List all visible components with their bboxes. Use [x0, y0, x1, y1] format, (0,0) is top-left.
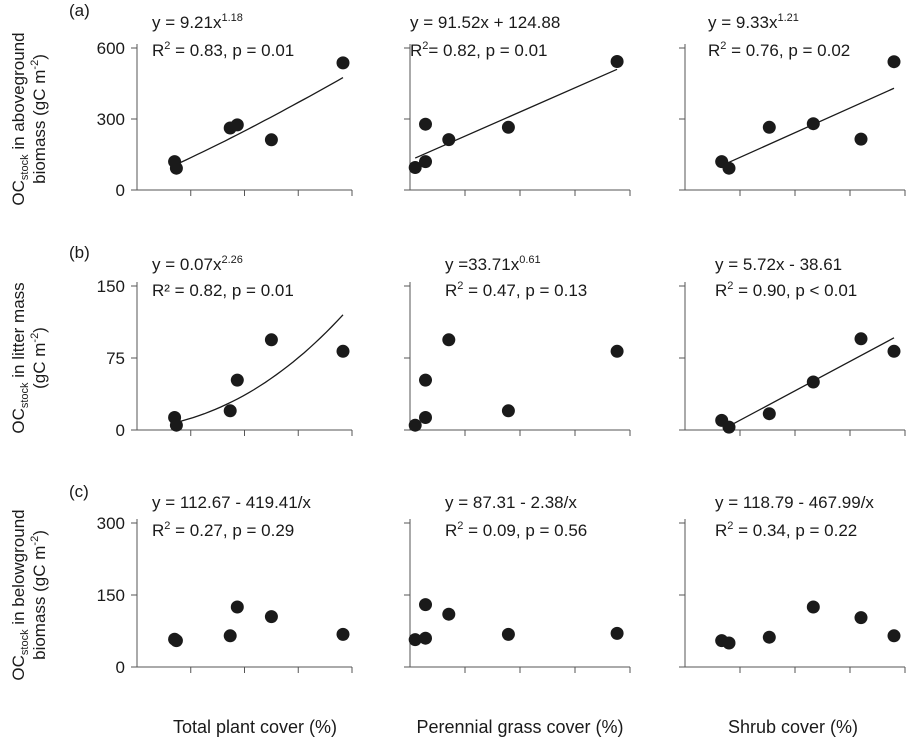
data-point — [887, 344, 901, 358]
data-point — [223, 629, 237, 643]
y-tick-label: 150 — [97, 277, 125, 296]
regression-stats: R² = 0.82, p = 0.01 — [152, 281, 294, 300]
regression-stats: R2 = 0.47, p = 0.13 — [445, 280, 587, 300]
data-point — [442, 607, 456, 621]
data-point — [419, 631, 432, 645]
data-point — [887, 55, 901, 69]
regression-stats: R2 = 0.76, p = 0.02 — [708, 40, 850, 60]
data-point — [169, 634, 183, 648]
data-point — [264, 133, 278, 147]
data-point — [264, 333, 278, 347]
regression-stats: R2= 0.82, p = 0.01 — [410, 40, 548, 60]
y-axis-label: OCstock in belowground — [9, 509, 31, 680]
y-tick-label: 600 — [97, 39, 125, 58]
data-point — [610, 626, 624, 640]
regression-stats: R2 = 0.90, p < 0.01 — [715, 280, 857, 300]
data-point — [336, 56, 350, 70]
data-point — [230, 118, 244, 132]
data-point — [501, 120, 515, 134]
data-point — [169, 161, 183, 175]
data-point — [854, 132, 868, 146]
y-tick-label: 150 — [97, 586, 125, 605]
x-axis-label: Total plant cover (%) — [173, 717, 337, 737]
data-point — [806, 375, 820, 389]
data-point — [419, 598, 432, 612]
data-point — [806, 600, 820, 614]
regression-equation: y = 5.72x - 38.61 — [715, 255, 842, 274]
data-point — [887, 629, 901, 643]
regression-equation: y =33.71x0.61 — [445, 254, 541, 274]
y-tick-label: 0 — [116, 421, 125, 440]
y-tick-label: 0 — [116, 181, 125, 200]
regression-stats: R2 = 0.34, p = 0.22 — [715, 520, 857, 540]
fit-line — [176, 314, 344, 423]
row-label: (c) — [69, 482, 89, 501]
data-point — [419, 411, 432, 424]
y-axis-label: OCstock in litter mass — [9, 282, 31, 433]
data-point — [610, 55, 624, 68]
data-point — [230, 373, 244, 387]
regression-equation: y = 0.07x2.26 — [152, 254, 243, 274]
data-point — [501, 627, 515, 641]
data-point — [264, 610, 278, 624]
data-point — [336, 344, 350, 358]
y-axis-label-units: (gC m-2) — [29, 327, 49, 389]
fit-line — [174, 77, 344, 166]
data-point — [223, 404, 237, 418]
data-point — [501, 404, 515, 418]
data-point — [419, 117, 432, 131]
data-point — [762, 407, 776, 421]
x-axis-label: Shrub cover (%) — [728, 717, 858, 737]
regression-equation: y = 9.21x1.18 — [152, 12, 243, 32]
data-point — [610, 344, 624, 358]
regression-equation: y = 91.52x + 124.88 — [410, 13, 560, 32]
data-point — [230, 600, 244, 614]
y-axis-label: OCstock in aboveground — [9, 32, 31, 205]
data-point — [408, 418, 422, 432]
data-point — [854, 332, 868, 346]
data-point — [722, 420, 736, 434]
data-point — [762, 120, 776, 134]
data-point — [169, 418, 183, 432]
data-point — [442, 133, 456, 147]
y-axis-label-units: biomass (gC m-2) — [29, 530, 49, 660]
data-point — [408, 161, 422, 174]
data-point — [442, 333, 456, 347]
data-point — [854, 611, 868, 625]
data-point — [722, 636, 736, 650]
regression-equation: y = 9.33x1.21 — [708, 12, 799, 32]
data-point — [722, 161, 736, 175]
regression-equation: y = 118.79 - 467.99/x — [715, 493, 874, 512]
regression-equation: y = 112.67 - 419.41/x — [152, 493, 311, 512]
data-point — [408, 633, 422, 647]
y-tick-label: 300 — [97, 514, 125, 533]
regression-stats: R2 = 0.09, p = 0.56 — [445, 520, 587, 540]
row-label: (b) — [69, 243, 90, 262]
row-label: (a) — [69, 1, 90, 20]
data-point — [419, 155, 432, 169]
y-axis-label-units: biomass (gC m-2) — [29, 54, 49, 184]
regression-stats: R2 = 0.27, p = 0.29 — [152, 520, 294, 540]
data-point — [762, 630, 776, 644]
data-point — [336, 627, 350, 641]
y-tick-label: 0 — [116, 658, 125, 677]
data-point — [806, 117, 820, 131]
regression-equation: y = 87.31 - 2.38/x — [445, 493, 577, 512]
x-axis-label: Perennial grass cover (%) — [416, 717, 623, 737]
y-tick-label: 75 — [106, 349, 125, 368]
regression-stats: R2 = 0.83, p = 0.01 — [152, 40, 294, 60]
y-tick-label: 300 — [97, 110, 125, 129]
data-point — [419, 373, 432, 387]
